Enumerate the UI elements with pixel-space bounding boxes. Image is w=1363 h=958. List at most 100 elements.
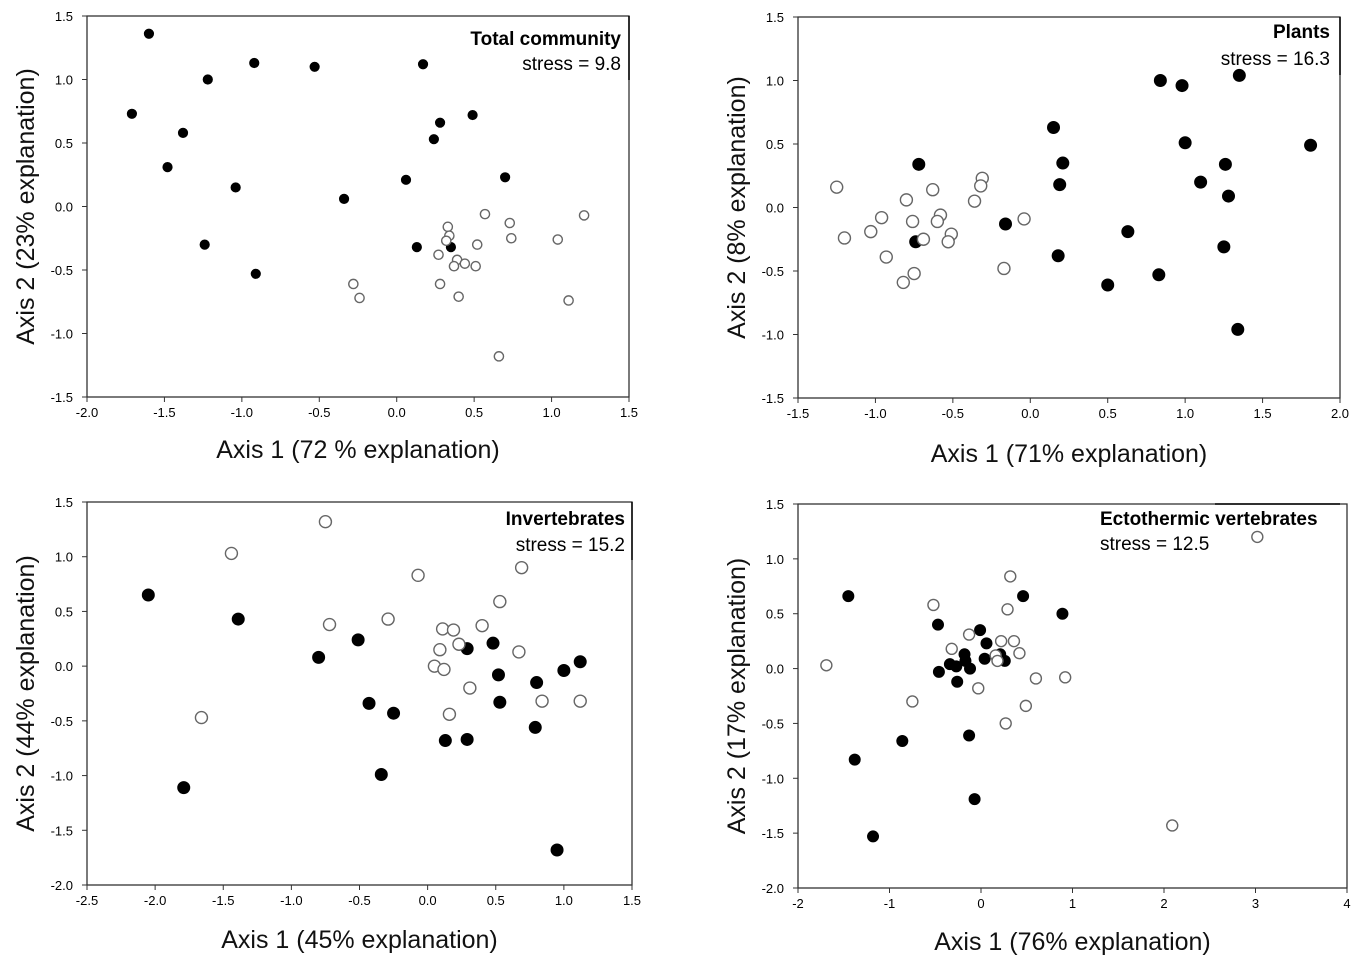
data-point (1051, 249, 1065, 263)
y-tick-label: 0.0 (766, 201, 784, 216)
data-point (493, 695, 507, 709)
data-point (411, 242, 422, 253)
data-point (573, 694, 587, 708)
data-point (1101, 278, 1115, 292)
data-point (916, 232, 931, 246)
filled-points-series (842, 590, 1069, 843)
x-tick-label: -1.0 (864, 406, 886, 421)
y-tick-label: 0.0 (55, 659, 73, 674)
data-point (1231, 322, 1245, 336)
data-point (250, 268, 261, 279)
x-tick-label: -2.5 (76, 893, 98, 908)
data-point (459, 258, 471, 269)
y-tick-label: 1.5 (55, 495, 73, 510)
data-point (381, 612, 395, 626)
data-point (504, 217, 516, 229)
data-point (354, 292, 365, 304)
data-point (1217, 240, 1231, 254)
data-point (442, 221, 454, 233)
y-tick-label: -0.5 (51, 263, 73, 278)
data-point (1017, 212, 1031, 226)
data-point (931, 618, 944, 631)
x-tick-label: -1.5 (787, 406, 809, 421)
data-point (1007, 634, 1021, 648)
data-point (411, 568, 425, 583)
y-tick-label: 0.5 (766, 137, 784, 152)
x-tick-label: -2.0 (144, 893, 166, 908)
x-tick-label: 0.0 (419, 893, 437, 908)
data-point (864, 224, 878, 239)
data-point (912, 157, 926, 171)
x-tick-label: -1.0 (280, 893, 302, 908)
x-tick-label: 0.0 (1021, 406, 1039, 421)
open-points-series (348, 208, 590, 362)
x-tick-label: -1.5 (153, 405, 175, 420)
data-point (428, 134, 439, 145)
data-point (837, 231, 852, 245)
y-tick-label: -2.0 (762, 881, 784, 896)
x-tick-label: 0.0 (388, 405, 406, 420)
y-axis-label: Axis 2 (23% explanation) (12, 68, 40, 345)
data-point (374, 767, 388, 781)
data-point (309, 61, 320, 72)
data-point (1304, 138, 1318, 152)
data-point (500, 172, 511, 183)
plot-frame (86, 501, 633, 886)
panel-title: Total community (470, 29, 621, 50)
data-point (896, 734, 909, 747)
data-point (442, 707, 457, 721)
y-tick-label: -1.0 (51, 327, 73, 342)
data-point (999, 217, 1013, 231)
data-point (573, 655, 587, 669)
x-tick-label: -1.5 (212, 893, 234, 908)
y-tick-label: -1.0 (51, 769, 73, 784)
data-point (1121, 225, 1135, 239)
data-point (950, 660, 963, 673)
data-point (535, 694, 549, 708)
data-point (842, 590, 855, 603)
x-tick-label: 0 (977, 896, 984, 911)
data-point (563, 295, 574, 306)
plot-frame (797, 16, 1341, 399)
x-tick-label: -0.5 (942, 406, 964, 421)
data-point (1004, 570, 1017, 583)
data-point (460, 732, 474, 746)
stress-value: stress = 12.5 (1100, 534, 1209, 555)
x-tick-label: -0.5 (348, 893, 370, 908)
data-point (994, 634, 1008, 648)
data-point (1053, 178, 1067, 192)
data-point (506, 232, 517, 244)
y-tick-label: -2.0 (51, 878, 73, 893)
data-point (471, 239, 483, 250)
data-point (1058, 671, 1072, 684)
y-tick-label: 0.5 (55, 136, 73, 151)
data-point (177, 127, 189, 138)
x-tick-label: 2 (1160, 896, 1167, 911)
x-tick-label: -0.5 (308, 405, 330, 420)
x-tick-label: -2 (792, 896, 804, 911)
open-points-series (830, 171, 1031, 290)
open-points-series (820, 530, 1264, 832)
y-tick-label: 0.5 (766, 607, 784, 622)
data-point (493, 351, 505, 362)
data-point (968, 793, 981, 806)
data-point (980, 637, 993, 650)
data-point (997, 261, 1011, 276)
data-point (906, 695, 919, 708)
data-point (400, 174, 412, 185)
x-tick-label: 2.0 (1331, 406, 1349, 421)
data-point (1056, 607, 1069, 620)
panel-title: Plants (1273, 22, 1330, 43)
panel-title: Invertebrates (506, 509, 625, 530)
y-tick-label: -1.5 (762, 826, 784, 841)
data-point (417, 59, 429, 70)
data-point (963, 729, 976, 742)
data-point (967, 194, 982, 208)
data-point (1152, 268, 1166, 282)
data-point (479, 208, 491, 220)
data-point (514, 560, 529, 575)
data-point (230, 182, 241, 193)
data-point (434, 278, 446, 290)
stress-value: stress = 15.2 (516, 535, 625, 556)
y-tick-label: 1.5 (766, 497, 784, 512)
